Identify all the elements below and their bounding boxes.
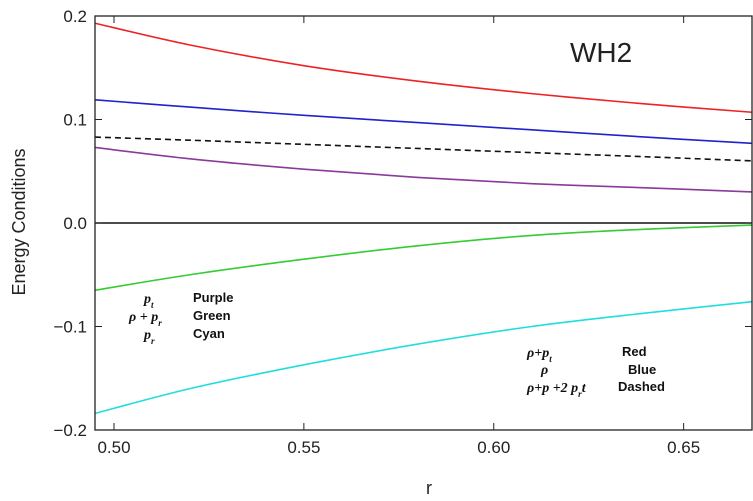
- series-line-1: [94, 99, 753, 145]
- legend-left-label-cyan: Cyan: [193, 326, 225, 341]
- legend-left-expr-3: pr: [143, 328, 155, 346]
- legend-right-expr-3: ρ+p +2 prt: [526, 381, 587, 399]
- chart-title: WH2: [570, 37, 632, 68]
- series-line-4: [94, 224, 753, 292]
- series-line-5: [94, 300, 753, 415]
- y-tick-label: −0.2: [53, 421, 87, 440]
- legend-note-left: pt ρ + pr pr Purple Green Cyan: [128, 290, 233, 346]
- y-tick-label: 0.0: [63, 214, 87, 233]
- y-axis-label: Energy Conditions: [9, 148, 29, 295]
- y-tick-label: 0.2: [63, 7, 87, 26]
- legend-right-label-red: Red: [622, 344, 647, 359]
- series-line-0: [94, 22, 753, 114]
- legend-right-expr-1: ρ+pt: [526, 346, 552, 364]
- series-line-3: [94, 146, 753, 193]
- x-tick-label: 0.65: [667, 438, 700, 457]
- series-line-2: [94, 136, 753, 162]
- legend-right-expr-2: ρ: [540, 363, 548, 378]
- legend-left-expr-2: ρ + pr: [128, 310, 162, 328]
- y-tick-label: −0.1: [53, 318, 87, 337]
- legend-right-label-dashed: Dashed: [618, 379, 665, 394]
- legend-left-label-green: Green: [193, 308, 231, 323]
- legend-right-label-blue: Blue: [628, 362, 656, 377]
- legend-note-right: ρ+pt ρ ρ+p +2 prt Red Blue Dashed: [526, 344, 665, 399]
- x-tick-label: 0.50: [97, 438, 130, 457]
- legend-left-label-purple: Purple: [193, 290, 233, 305]
- x-axis-label: r: [426, 478, 432, 498]
- x-tick-label: 0.60: [477, 438, 510, 457]
- x-tick-label: 0.55: [287, 438, 320, 457]
- y-tick-label: 0.1: [63, 111, 87, 130]
- legend-left-expr-1: pt: [143, 292, 154, 310]
